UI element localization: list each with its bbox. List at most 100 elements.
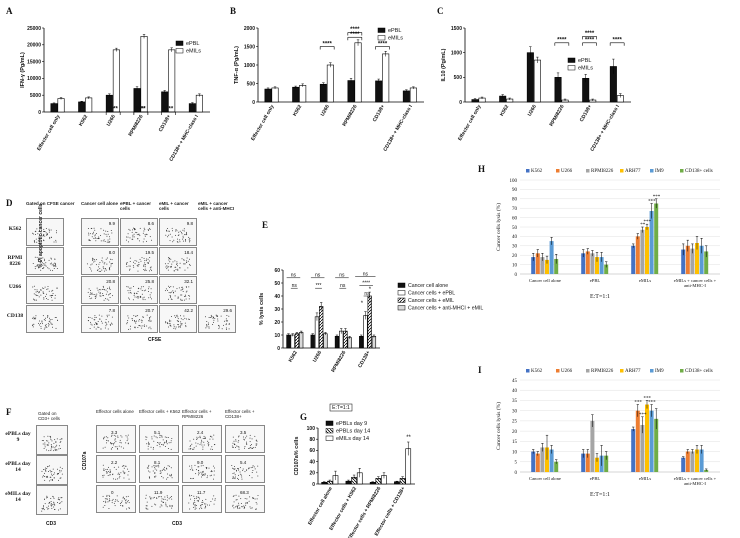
event-dot: [129, 288, 130, 289]
event-dot: [218, 328, 219, 329]
x-tick-label: Effector cell only: [457, 104, 482, 142]
event-dot: [142, 297, 143, 298]
event-dot: [43, 443, 44, 444]
event-dot: [55, 441, 56, 442]
event-dot: [90, 322, 91, 323]
event-dot: [93, 232, 94, 233]
event-dot: [182, 258, 183, 259]
event-dot: [33, 263, 34, 264]
percentage-label: 25.8: [145, 279, 154, 284]
chart-C: C050010001500IL10 (Pg/mL)Effector cell o…: [437, 6, 631, 152]
event-dot: [166, 230, 167, 231]
event-dot: [102, 293, 103, 294]
event-dot: [182, 289, 183, 290]
event-dot: [148, 446, 149, 447]
event-dot: [142, 290, 143, 291]
sig-label: ***: [634, 401, 642, 406]
event-dot: [128, 496, 129, 497]
event-dot: [100, 292, 101, 293]
percentage-label: 19.5: [145, 250, 154, 255]
event-dot: [53, 265, 54, 266]
bar: [327, 65, 333, 102]
chart-B: B0500100015002000TNF-α (Pg/mL)Effector c…: [230, 6, 424, 152]
event-dot: [46, 289, 47, 290]
column-header: Effector cells + K562: [139, 409, 181, 414]
event-dot: [252, 438, 253, 439]
event-dot: [44, 259, 45, 260]
legend-label: eMILs: [388, 36, 403, 42]
event-dot: [104, 505, 105, 506]
event-dot: [192, 478, 193, 479]
x-tick-label: Effector cell only: [36, 114, 61, 152]
event-dot: [57, 502, 58, 503]
event-dot: [115, 505, 116, 506]
event-dot: [226, 315, 227, 316]
event-dot: [198, 466, 199, 467]
event-dot: [92, 259, 93, 260]
event-dot: [39, 325, 40, 326]
event-dot: [119, 477, 120, 478]
dot-plot-box: 29.6: [198, 305, 236, 333]
event-dot: [49, 318, 50, 319]
event-dot: [239, 449, 240, 450]
event-dot: [108, 300, 109, 301]
event-dot: [105, 241, 106, 242]
sig-label: *: [361, 301, 364, 307]
event-dot: [232, 478, 233, 479]
event-dot: [169, 287, 170, 288]
event-dot: [129, 502, 130, 503]
sig-label: ns: [363, 271, 369, 277]
event-dot: [50, 471, 51, 472]
event-dot: [168, 299, 169, 300]
event-dot: [51, 297, 52, 298]
event-dot: [168, 231, 169, 232]
event-dot: [188, 237, 189, 238]
legend-label: eMILs: [578, 66, 593, 72]
event-dot: [89, 296, 90, 297]
event-dot: [178, 318, 179, 319]
x-tick-label: K562: [288, 350, 299, 364]
event-dot: [235, 478, 236, 479]
event-dot: [244, 448, 245, 449]
event-dot: [144, 290, 145, 291]
event-dot: [151, 240, 152, 241]
event-dot: [238, 505, 239, 506]
event-dot: [128, 290, 129, 291]
event-dot: [98, 321, 99, 322]
event-dot: [127, 438, 128, 439]
event-dot: [90, 324, 91, 325]
event-dot: [106, 442, 107, 443]
event-dot: [140, 288, 141, 289]
event-dot: [58, 448, 59, 449]
event-dot: [88, 234, 89, 235]
event-dot: [57, 438, 58, 439]
event-dot: [62, 468, 63, 469]
event-dot: [133, 228, 134, 229]
event-dot: [49, 480, 50, 481]
event-dot: [52, 496, 53, 497]
event-dot: [99, 268, 100, 269]
event-dot: [41, 471, 42, 472]
y-tick-label: 10: [512, 450, 518, 455]
column-header: Effector cells + RPMI8226: [182, 409, 224, 419]
event-dot: [211, 475, 212, 476]
y-tick-label: 50: [274, 281, 280, 287]
event-dot: [201, 441, 202, 442]
event-dot: [170, 296, 171, 297]
bar: [536, 454, 540, 472]
event-dot: [214, 444, 215, 445]
event-dot: [115, 479, 116, 480]
event-dot: [180, 323, 181, 324]
event-dot: [53, 506, 54, 507]
event-dot: [97, 327, 98, 328]
event-dot: [47, 440, 48, 441]
event-dot: [245, 498, 246, 499]
legend-label: ePBL: [388, 28, 401, 34]
event-dot: [164, 467, 165, 468]
event-dot: [130, 237, 131, 238]
event-dot: [181, 295, 182, 296]
panel-letter-C: C: [437, 6, 444, 16]
event-dot: [57, 473, 58, 474]
event-dot: [95, 234, 96, 235]
event-dot: [52, 295, 53, 296]
